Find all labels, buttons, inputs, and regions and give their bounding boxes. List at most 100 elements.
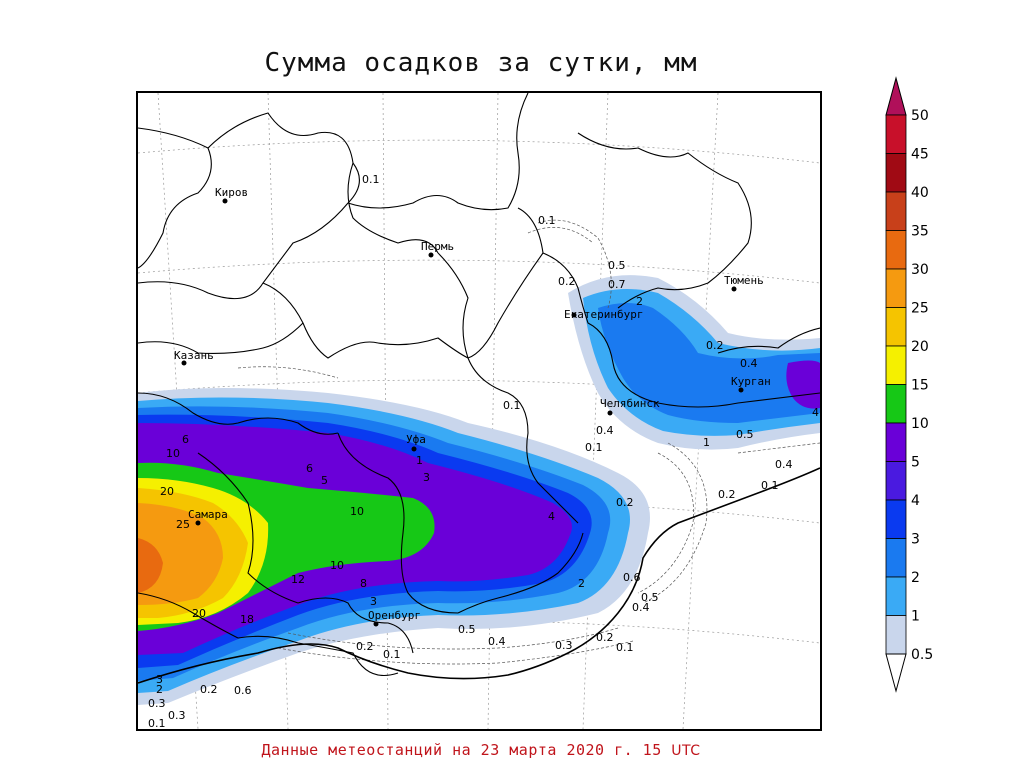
city-tyumen: Тюмень bbox=[724, 274, 764, 292]
contour-label: 0.2 bbox=[356, 640, 374, 653]
contour-lines bbox=[237, 219, 820, 665]
precip-area-2-east bbox=[598, 303, 820, 423]
legend-swatch bbox=[885, 153, 907, 193]
city-kirov: Киров bbox=[215, 186, 248, 204]
legend-swatch bbox=[885, 422, 907, 462]
contour-label: 12 bbox=[291, 573, 305, 586]
contour-label: 0.4 bbox=[488, 635, 506, 648]
contour-label: 0.5 bbox=[641, 591, 659, 604]
legend-swatch bbox=[885, 461, 907, 501]
legend-label: 10 bbox=[911, 416, 929, 432]
legend-swatch bbox=[885, 191, 907, 231]
contour-value-labels: 0.1 0.1 0.2 0.7 0.5 0.1 0.2 0.4 1 2 4 0.… bbox=[148, 173, 819, 729]
contour-label: 0.5 bbox=[458, 623, 476, 636]
contour-label: 4 bbox=[548, 510, 555, 523]
legend-bottom-arrow bbox=[885, 653, 907, 693]
legend-label: 2 bbox=[911, 570, 920, 586]
contour-label: 0.4 bbox=[596, 424, 614, 437]
svg-text:Тюмень: Тюмень bbox=[724, 274, 764, 287]
city-kurgan: Курган bbox=[731, 375, 771, 393]
contour-label: 0.4 bbox=[740, 357, 758, 370]
city-orenburg: Оренбург bbox=[368, 609, 421, 627]
legend-swatch bbox=[885, 114, 907, 154]
contour-label: 0.2 bbox=[718, 488, 736, 501]
contour-label: 10 bbox=[166, 447, 180, 460]
footer-text: Данные метеостанций на 23 марта 2020 г. … bbox=[261, 741, 662, 759]
contour-label: 1 bbox=[416, 454, 423, 467]
precip-area-25 bbox=[138, 503, 223, 605]
contour-label: 4 bbox=[812, 406, 819, 419]
contour-label: 0.3 bbox=[555, 639, 573, 652]
svg-text:Пермь: Пермь bbox=[421, 240, 454, 253]
legend-swatch bbox=[885, 576, 907, 616]
legend-label: 30 bbox=[911, 262, 929, 278]
city-chelyabinsk: Челябинск bbox=[600, 397, 660, 416]
city-markers: Киров Пермь Казань Екатеринбург Тюмень У… bbox=[174, 186, 771, 627]
contour-label: 0.6 bbox=[234, 684, 252, 697]
legend-label: 20 bbox=[911, 339, 929, 355]
contour-label: 0.2 bbox=[596, 631, 614, 644]
contour-label: 0.2 bbox=[706, 339, 724, 352]
state-border bbox=[138, 467, 820, 684]
precip-fields bbox=[138, 275, 820, 705]
contour-label: 3 bbox=[423, 471, 430, 484]
legend-swatch bbox=[885, 615, 907, 655]
legend-swatch bbox=[885, 230, 907, 270]
legend-label: 35 bbox=[911, 224, 929, 240]
contour-label: 0.1 bbox=[585, 441, 603, 454]
contour-label: 20 bbox=[160, 485, 174, 498]
legend-swatch bbox=[885, 384, 907, 424]
contour-label: 0.1 bbox=[616, 641, 634, 654]
legend-swatch bbox=[885, 307, 907, 347]
contour-label: 10 bbox=[330, 559, 344, 572]
legend-label: 0.5 bbox=[911, 647, 933, 663]
legend-swatch bbox=[885, 538, 907, 578]
legend-label: 15 bbox=[911, 378, 929, 394]
contour-label: 2 bbox=[578, 577, 585, 590]
legend-swatch bbox=[885, 499, 907, 539]
city-perm: Пермь bbox=[421, 240, 454, 258]
svg-text:Челябинск: Челябинск bbox=[600, 397, 660, 410]
map-frame: Киров Пермь Казань Екатеринбург Тюмень У… bbox=[136, 91, 822, 731]
contour-label: 8 bbox=[360, 577, 367, 590]
contour-label: 0.1 bbox=[538, 214, 556, 227]
footer-utc: UTC bbox=[671, 743, 701, 759]
contour-label: 0.1 bbox=[383, 648, 401, 661]
legend-label: 40 bbox=[911, 185, 929, 201]
legend-label: 50 bbox=[911, 108, 929, 124]
svg-text:Курган: Курган bbox=[731, 375, 771, 388]
legend-label: 45 bbox=[911, 147, 929, 163]
svg-text:Екатеринбург: Екатеринбург bbox=[564, 308, 643, 321]
contour-label: 0.2 bbox=[616, 496, 634, 509]
contour-label: 25 bbox=[176, 518, 190, 531]
contour-label: 0.1 bbox=[761, 479, 779, 492]
legend-label: 25 bbox=[911, 301, 929, 317]
contour-label: 20 bbox=[192, 607, 206, 620]
contour-label: 0.7 bbox=[608, 278, 626, 291]
contour-label: 0.2 bbox=[558, 275, 576, 288]
contour-label: 0.4 bbox=[632, 601, 650, 614]
contour-label: 0.1 bbox=[362, 173, 380, 186]
svg-text:Оренбург: Оренбург bbox=[368, 609, 421, 622]
svg-text:Казань: Казань bbox=[174, 349, 214, 362]
legend-swatch bbox=[885, 345, 907, 385]
contour-label: 0.3 bbox=[148, 697, 166, 710]
region-borders bbox=[138, 93, 820, 677]
svg-text:Киров: Киров bbox=[215, 186, 248, 199]
precipitation-map: Киров Пермь Казань Екатеринбург Тюмень У… bbox=[138, 93, 820, 729]
contour-label: 0.1 bbox=[148, 717, 166, 729]
legend-label: 4 bbox=[911, 493, 920, 509]
precip-area-30 bbox=[138, 538, 163, 593]
contour-label: 18 bbox=[240, 613, 254, 626]
contour-label: 0.3 bbox=[168, 709, 186, 722]
color-legend: 50 45 40 35 30 25 20 15 10 5 4 3 2 1 0.5 bbox=[885, 76, 933, 693]
contour-label: 0.4 bbox=[775, 458, 793, 471]
page-title: Сумма осадков за сутки, мм bbox=[264, 48, 698, 78]
legend-label: 1 bbox=[911, 609, 920, 625]
contour-label: 10 bbox=[350, 505, 364, 518]
legend-label: 3 bbox=[911, 532, 920, 548]
svg-text:Уфа: Уфа bbox=[406, 433, 426, 446]
contour-label: 0.5 bbox=[608, 259, 626, 272]
contour-label: 6 bbox=[182, 433, 189, 446]
legend-swatch bbox=[885, 268, 907, 308]
